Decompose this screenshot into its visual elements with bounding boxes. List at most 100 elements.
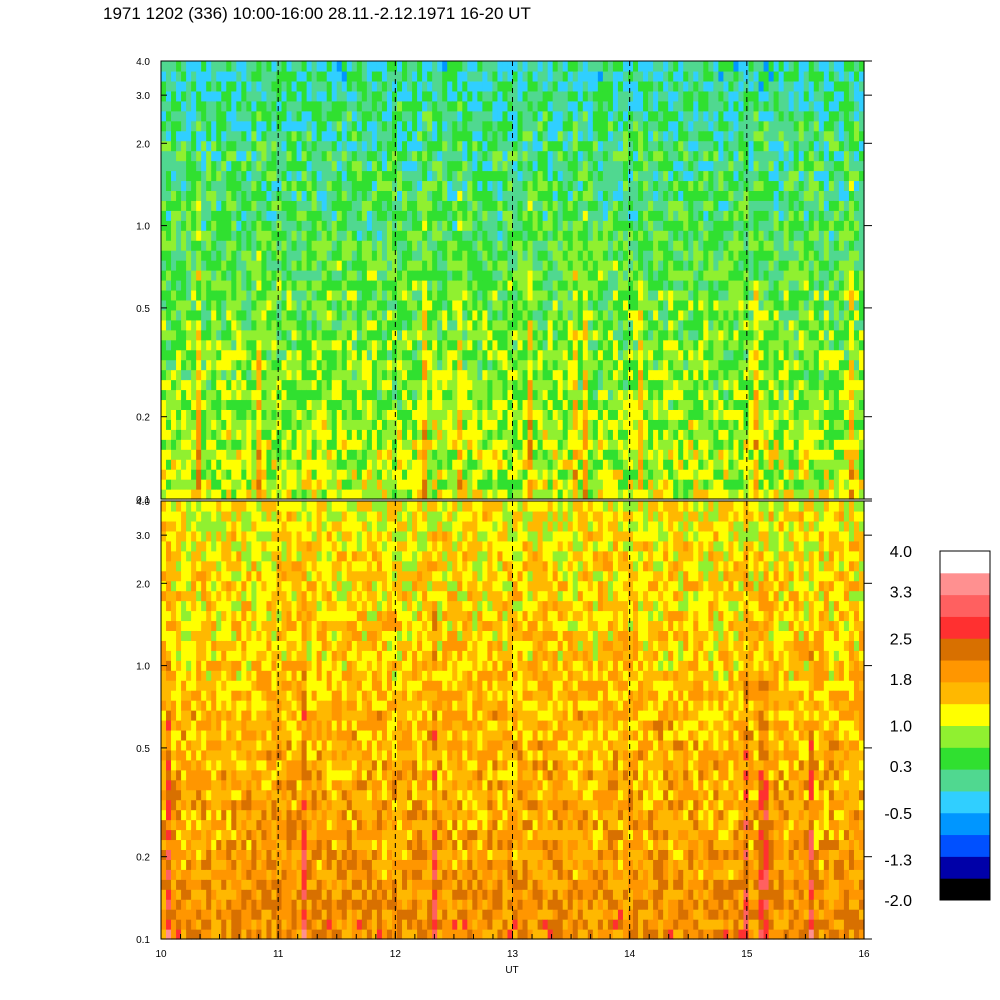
- heatmap-cell: [266, 170, 273, 182]
- heatmap-cell: [402, 309, 408, 321]
- heatmap-cell: [708, 419, 714, 430]
- heatmap-cell: [176, 190, 182, 201]
- heatmap-cell: [653, 230, 659, 241]
- heatmap-cell: [216, 230, 222, 241]
- heatmap-cell: [622, 299, 629, 311]
- heatmap-cell: [311, 170, 318, 182]
- heatmap-cell: [326, 309, 333, 321]
- heatmap-cell: [562, 70, 569, 82]
- heatmap-cell: [577, 329, 584, 341]
- heatmap-cell: [527, 100, 534, 112]
- heatmap-cell: [171, 120, 177, 132]
- heatmap-cell: [261, 170, 268, 182]
- heatmap-cell: [366, 299, 373, 311]
- heatmap-cell: [402, 339, 408, 351]
- heatmap-cell: [512, 120, 519, 132]
- heatmap-cell: [492, 439, 499, 450]
- heatmap-cell: [462, 230, 468, 241]
- heatmap-cell: [517, 90, 524, 102]
- heatmap-cell: [251, 170, 258, 182]
- heatmap-cell: [261, 409, 268, 420]
- heatmap-cell: [191, 289, 197, 301]
- heatmap-cell: [627, 220, 634, 231]
- heatmap-cell: [527, 90, 534, 102]
- heatmap-cell: [206, 369, 212, 381]
- heatmap-cell: [291, 319, 298, 331]
- heatmap-cell: [457, 110, 463, 122]
- heatmap-cell: [251, 61, 258, 72]
- heatmap-cell: [728, 429, 735, 440]
- heatmap-cell: [462, 349, 468, 361]
- heatmap-cell: [582, 439, 589, 450]
- heatmap-cell: [276, 170, 283, 182]
- heatmap-cell: [617, 90, 624, 102]
- heatmap-cell: [216, 329, 222, 341]
- heatmap-cell: [376, 230, 383, 241]
- heatmap-cell: [703, 61, 709, 72]
- heatmap-cell: [562, 479, 569, 490]
- heatmap-cell: [602, 70, 609, 82]
- heatmap-cell: [602, 429, 609, 440]
- heatmap-cell: [397, 339, 403, 351]
- heatmap-cell: [512, 439, 519, 450]
- heatmap-cell: [467, 180, 473, 191]
- heatmap-cell: [542, 419, 549, 430]
- heatmap-cell: [256, 180, 263, 191]
- heatmap-cell: [562, 61, 569, 72]
- heatmap-cell: [467, 389, 473, 401]
- heatmap-cell: [547, 80, 554, 92]
- heatmap-cell: [612, 270, 619, 281]
- heatmap-cell: [633, 120, 639, 132]
- heatmap-cell: [397, 489, 403, 500]
- heatmap-cell: [602, 250, 609, 261]
- heatmap-cell: [487, 419, 494, 430]
- heatmap-cell: [633, 260, 639, 271]
- heatmap-cell: [718, 369, 724, 381]
- heatmap-cell: [447, 299, 453, 311]
- heatmap-cell: [321, 429, 328, 440]
- heatmap-cell: [597, 299, 604, 311]
- heatmap-cell: [587, 489, 594, 500]
- heatmap-cell: [336, 309, 343, 321]
- heatmap-cell: [296, 190, 303, 201]
- heatmap-cell: [241, 359, 247, 371]
- heatmap-cell: [597, 280, 604, 291]
- heatmap-cell: [643, 180, 649, 191]
- heatmap-cell: [567, 190, 574, 201]
- heatmap-cell: [582, 90, 589, 102]
- heatmap-cell: [592, 280, 599, 291]
- heatmap-cell: [557, 160, 564, 172]
- heatmap-cell: [713, 130, 719, 142]
- heatmap-cell: [612, 140, 619, 152]
- heatmap-cell: [206, 170, 212, 182]
- heatmap-cell: [276, 120, 283, 132]
- heatmap-cell: [678, 459, 684, 470]
- heatmap-cell: [176, 180, 182, 191]
- heatmap-cell: [708, 240, 714, 251]
- heatmap-cell: [437, 369, 443, 381]
- heatmap-cell: [502, 439, 509, 450]
- heatmap-cell: [522, 90, 529, 102]
- heatmap-cell: [286, 449, 293, 460]
- heatmap-cell: [366, 80, 373, 92]
- heatmap-cell: [341, 449, 348, 460]
- heatmap-cell: [648, 319, 654, 331]
- heatmap-cell: [386, 369, 393, 381]
- heatmap-cell: [402, 379, 408, 391]
- heatmap-cell: [366, 359, 373, 371]
- heatmap-cell: [356, 250, 363, 261]
- heatmap-cell: [723, 200, 730, 211]
- heatmap-cell: [256, 220, 263, 231]
- heatmap-cell: [658, 399, 664, 410]
- heatmap-cell: [226, 70, 232, 82]
- heatmap-cell: [627, 299, 634, 311]
- heatmap-cell: [723, 130, 730, 142]
- heatmap-cell: [602, 100, 609, 112]
- heatmap-cell: [678, 429, 684, 440]
- heatmap-cell: [256, 329, 263, 341]
- heatmap-cell: [407, 319, 413, 331]
- heatmap-cell: [713, 299, 719, 311]
- heatmap-cell: [522, 170, 529, 182]
- heatmap-cell: [321, 150, 328, 162]
- heatmap-cell: [266, 379, 273, 391]
